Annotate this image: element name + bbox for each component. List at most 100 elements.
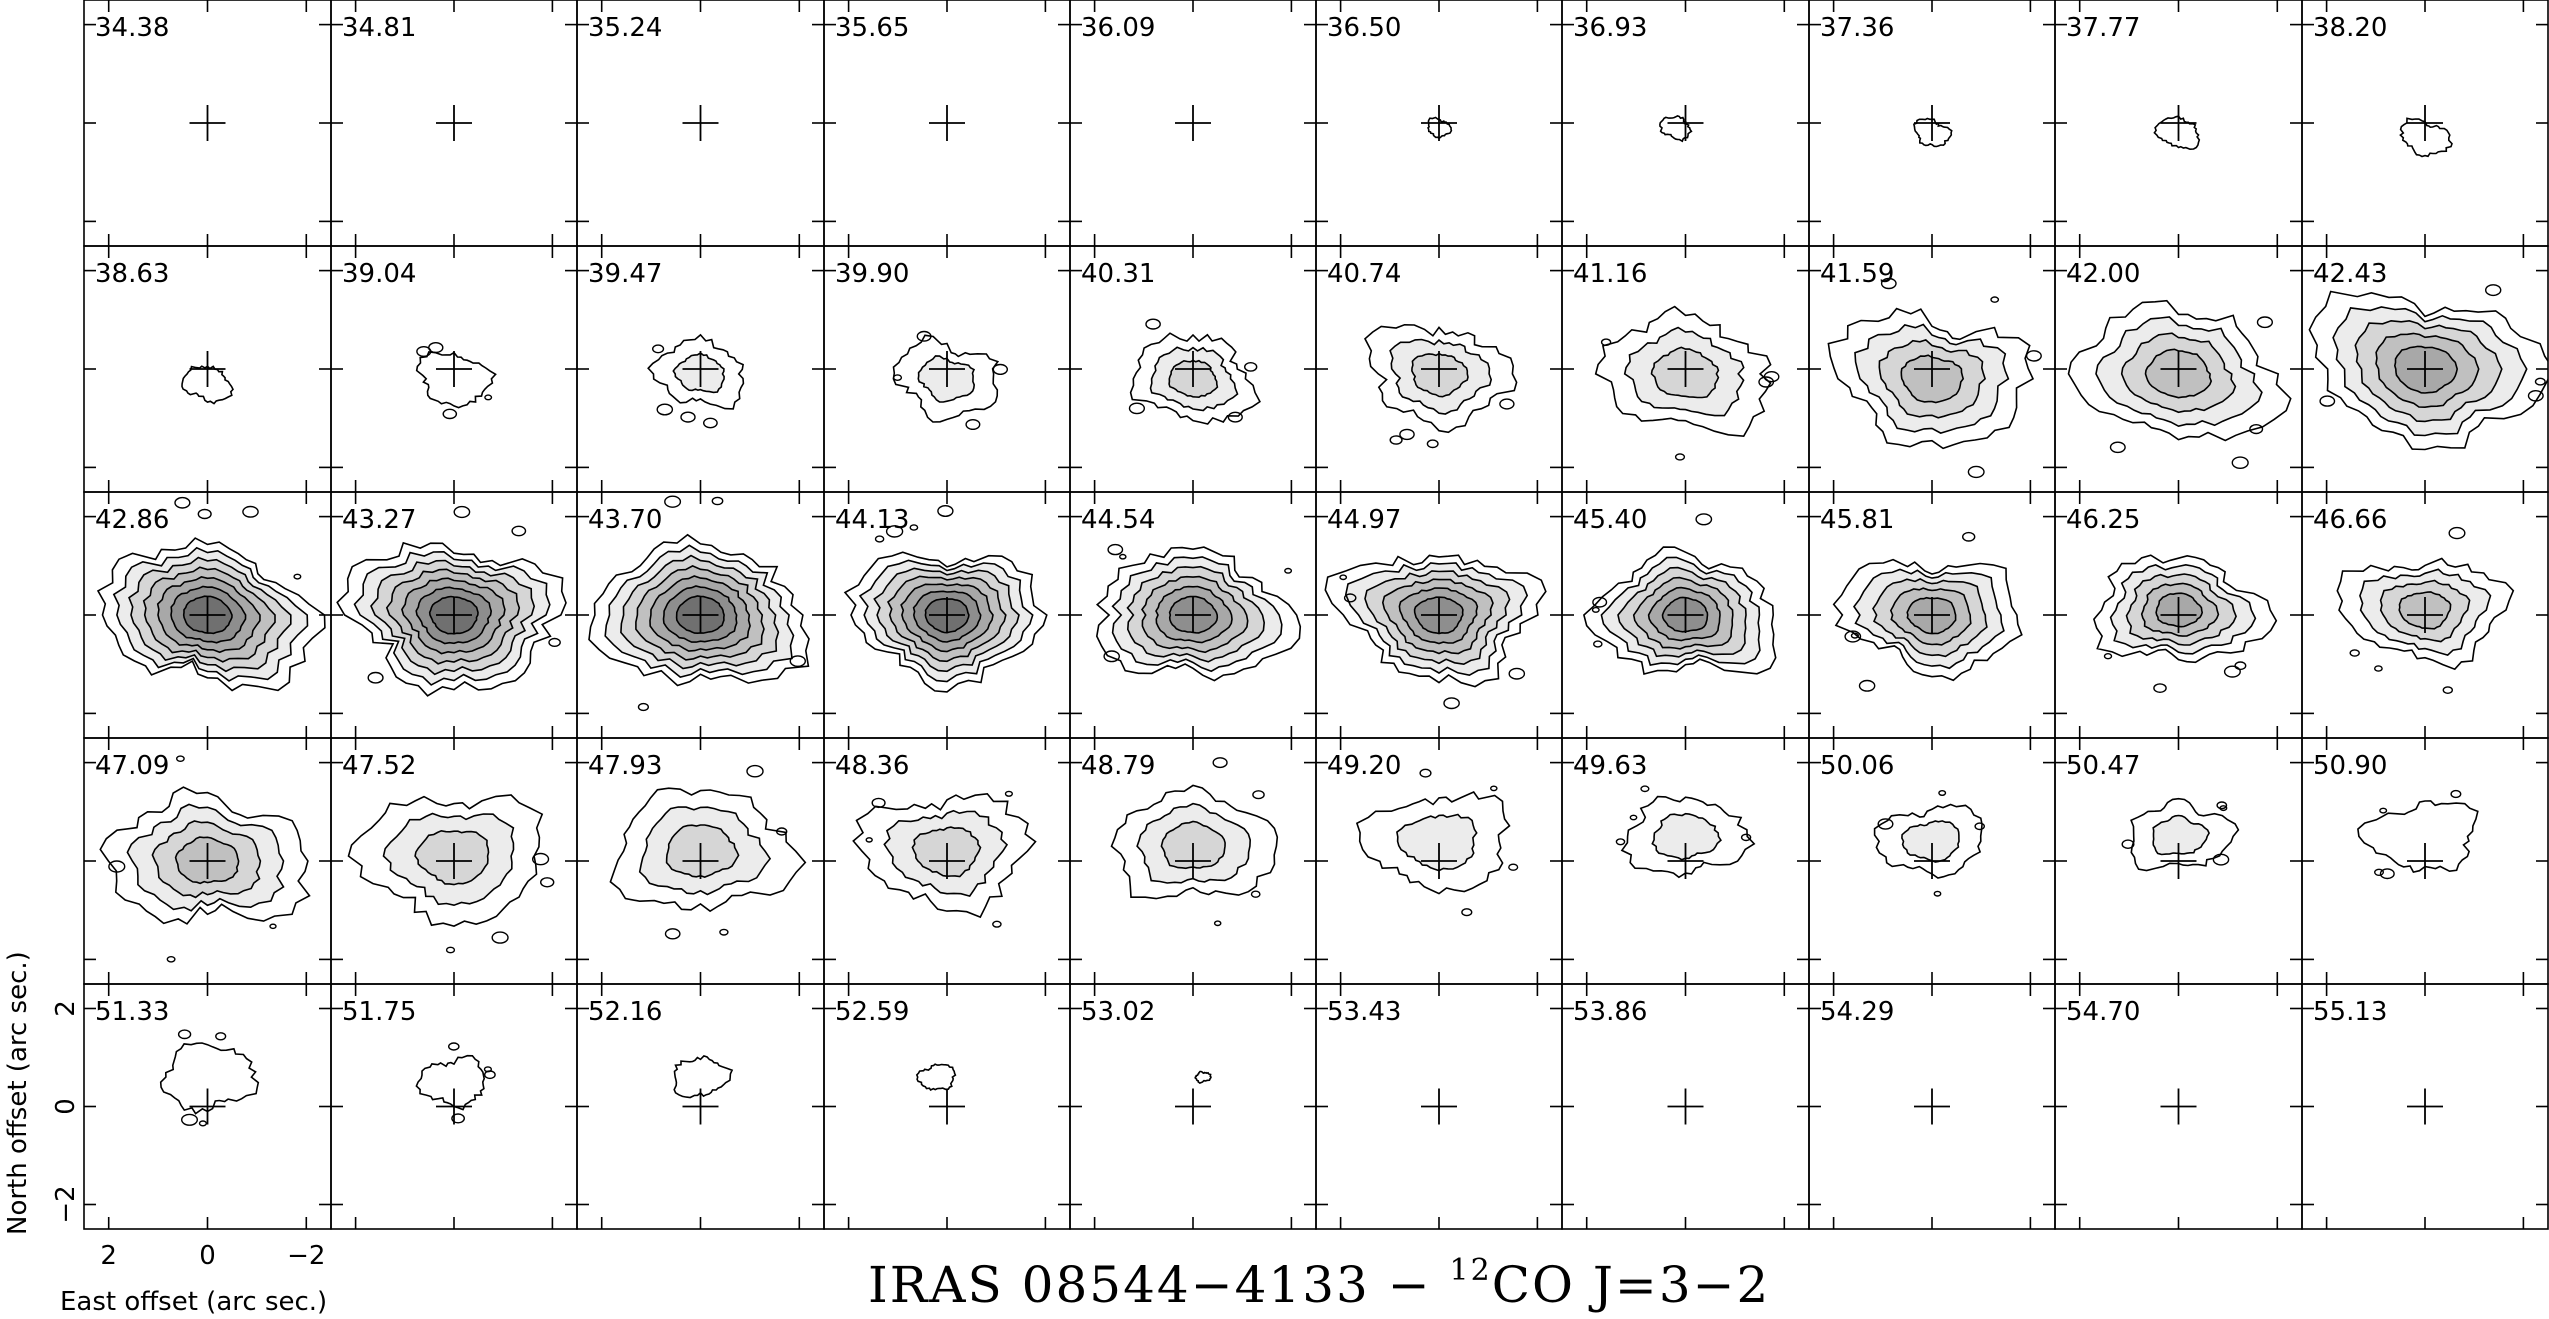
contour-island [2234,661,2247,671]
figure-title: IRAS 08544−4133 − 12CO J=3−2 [868,1253,1770,1314]
contour-island [2216,801,2228,810]
contour-island [174,496,191,509]
contour-island [1419,768,1432,778]
contour-island [1508,667,1526,680]
contour-island [215,1032,227,1041]
contour-island [651,344,665,354]
panel-border [2301,983,2549,1230]
velocity-label: 44.54 [1081,505,1155,535]
contour-level [2357,800,2479,874]
x-axis-title: East offset (arc sec.) [60,1287,327,1317]
velocity-label: 40.31 [1081,259,1155,289]
y-tick-label: −2 [51,1185,81,1223]
contour-island [1145,318,1161,330]
velocity-label: 47.93 [588,751,662,781]
channel-panel: 46.66 [2301,491,2549,739]
contour-island [1961,531,1976,542]
x-tick-label: −2 [287,1241,325,1271]
velocity-label: 42.86 [95,505,169,535]
contour-island [451,1113,465,1124]
contour-island [531,852,550,866]
channel-panel: 46.25 [2054,491,2303,739]
contour-island [1600,338,1612,347]
contour-island [484,394,493,401]
contour-island [1227,411,1243,423]
contour-island [447,1042,460,1051]
emission-contours [2357,789,2479,880]
channel-panel: 38.20 [2301,0,2549,247]
contour-island [1443,697,1460,710]
channel-panel: 51.33 2 0 −2 2 0 −2 [51,983,332,1271]
contour-island [242,505,259,518]
contour-island [1284,567,1293,574]
contour-island [1250,890,1261,898]
contour-island [511,525,527,537]
contour-island [1990,296,2000,303]
contour-level [1396,813,1478,872]
contour-level [672,352,725,394]
contour-island [892,374,903,381]
channel-panel: 45.81 [1808,491,2056,739]
emission-contours [1364,323,1518,449]
emission-contours [673,1054,734,1099]
contour-island [1128,402,1146,415]
emission-contours [1827,277,2042,479]
channel-panel: 50.06 [1808,737,2056,985]
velocity-label: 36.50 [1327,13,1401,43]
velocity-label: 42.00 [2066,259,2140,289]
contour-island [166,956,176,963]
contour-island [1844,630,1862,643]
velocity-label: 49.63 [1573,751,1647,781]
emission-contours [1594,305,1780,461]
contour-island [491,931,509,944]
emission-contours [99,755,311,963]
x-tick-label: 2 [100,1241,117,1271]
contour-island [1490,785,1498,792]
velocity-label: 34.81 [342,13,416,43]
velocity-label: 46.25 [2066,505,2140,535]
contour-island [1213,920,1222,927]
velocity-label: 35.65 [835,13,909,43]
contour-level [414,829,490,886]
contour-island [1339,574,1348,581]
contour-island [2103,653,2113,660]
channel-panels: 34.38 34.81 35.24 35.65 36.09 36.50 36.93 37.36… [51,0,2549,1271]
velocity-label: 44.13 [835,505,909,535]
channel-panel: 40.74 [1315,245,1563,493]
velocity-label: 53.86 [1573,997,1647,1027]
channel-panel: 41.16 [1561,245,1810,493]
contour-island [1695,513,1713,526]
channel-panel: 54.70 [2054,983,2303,1230]
channel-panel: 41.59 [1808,245,2056,493]
channel-panel: 53.02 [1069,983,1317,1230]
contour-island [2231,456,2249,470]
channel-panel: 51.75 [330,983,578,1230]
channel-panel: 39.47 [576,245,825,493]
contour-island [776,827,788,836]
contour-island [483,1070,496,1080]
contour-island [175,755,185,763]
channel-panel: 39.04 [330,245,578,493]
contour-island [1640,785,1650,793]
channel-panel: 47.52 [330,737,578,985]
contour-island [1858,679,1876,692]
contour-island [703,417,718,429]
contour-island [1461,908,1473,917]
velocity-label: 49.20 [1327,751,1401,781]
velocity-label: 45.81 [1820,505,1894,535]
contour-level [2399,117,2453,158]
channel-panel: 39.90 [823,245,1071,493]
velocity-label: 50.90 [2313,751,2387,781]
channel-panel: 43.27 [330,491,578,739]
contour-level [1901,820,1960,863]
contour-island [965,419,981,431]
contour-island [1243,361,1258,372]
channel-panel: 34.38 [83,0,332,247]
emission-contours [2153,115,2201,151]
figure-title-molecule: CO J=3−2 [1492,1256,1771,1314]
contour-level [2152,814,2211,856]
channel-panel: 43.70 [576,491,825,739]
emission-contours [1583,513,1777,675]
emission-contours [1324,554,1547,710]
contour-island [916,330,932,342]
